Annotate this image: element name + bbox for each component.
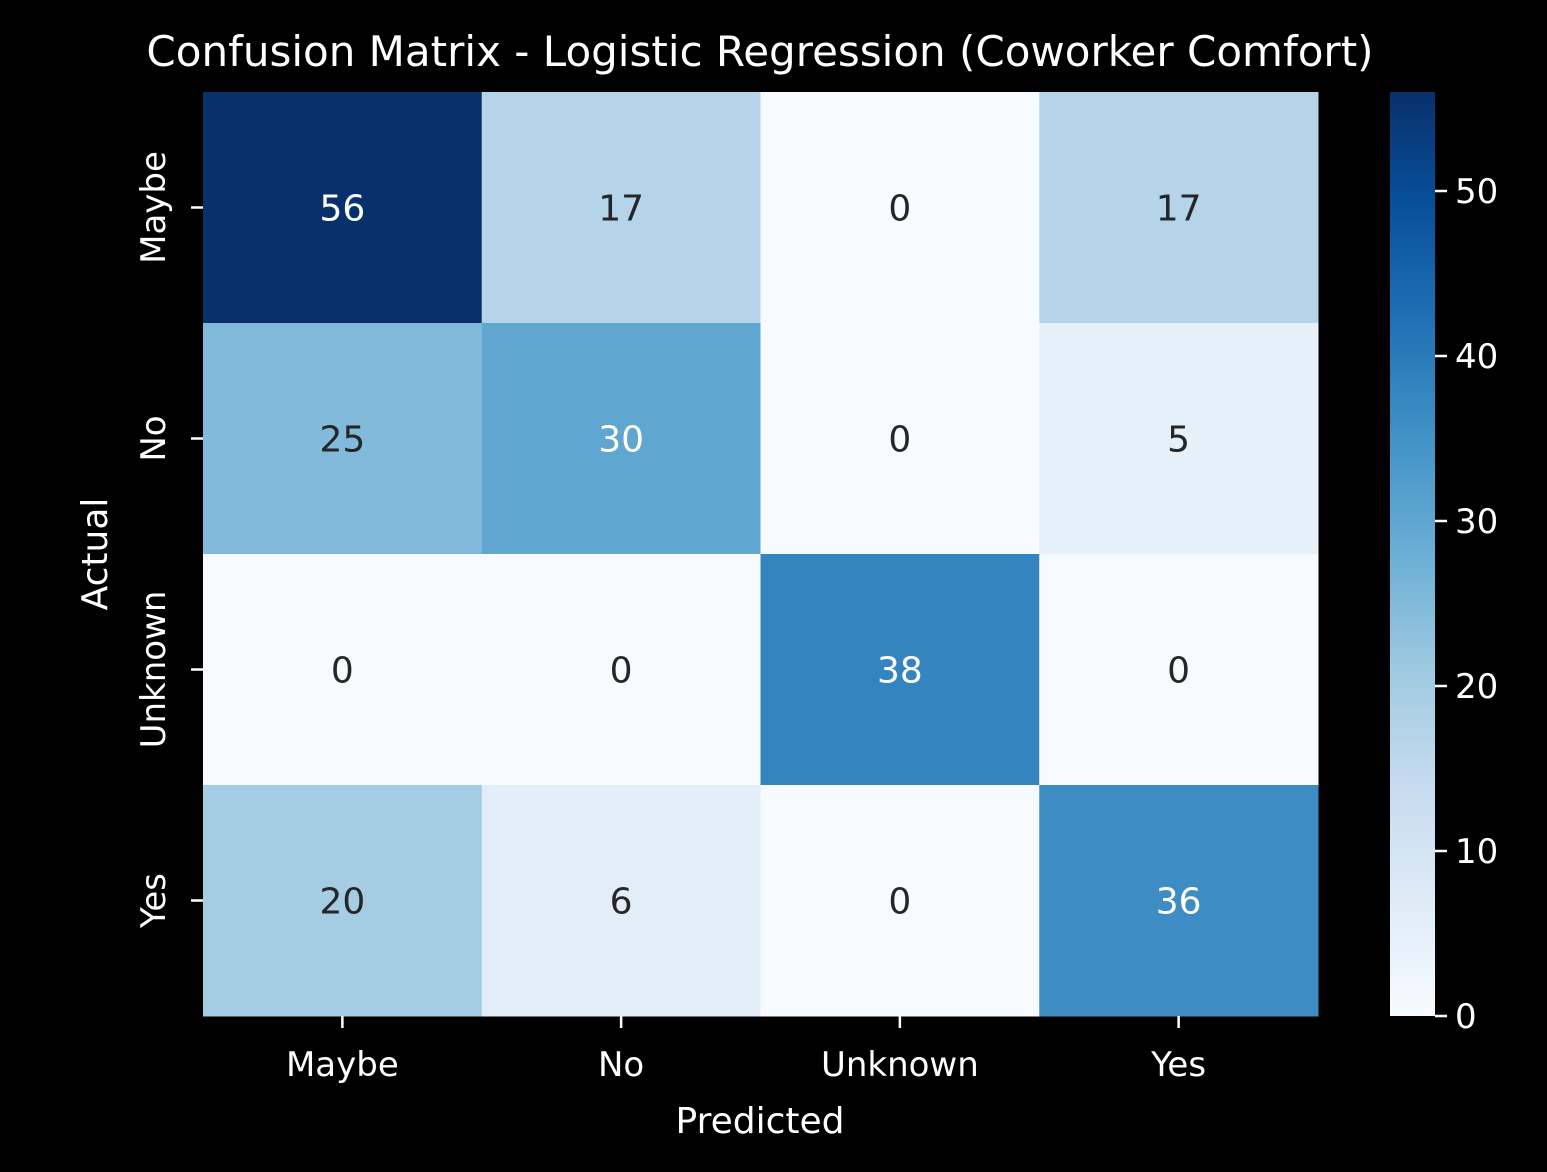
heatmap-cell — [1039, 554, 1319, 786]
colorbar-ticks: 0 10 20 30 40 50 — [1435, 172, 1498, 1037]
heatmap-cell — [203, 785, 483, 1017]
heatmap-cell-labels: 56 17 0 17 25 30 0 5 0 0 38 0 20 6 0 36 — [319, 189, 1201, 923]
heatmap-cell — [481, 92, 761, 324]
y-axis-ticks: Maybe No Unknown Yes — [134, 151, 203, 929]
colorbar-tick-label: 10 — [1455, 832, 1498, 872]
colorbar-tick-label: 0 — [1455, 997, 1477, 1037]
y-tick-label: Unknown — [134, 591, 174, 749]
heatmap-cell — [760, 323, 1040, 555]
heatmap-cell — [481, 554, 761, 786]
cell-value-label: 0 — [610, 651, 633, 692]
heatmap-cells — [203, 92, 1319, 1017]
heatmap-cell — [760, 554, 1040, 786]
cell-value-label: 5 — [1167, 420, 1190, 461]
cell-value-label: 0 — [331, 651, 354, 692]
heatmap-cell — [1039, 785, 1319, 1017]
heatmap-cell — [1039, 323, 1319, 555]
cell-value-label: 56 — [319, 189, 365, 230]
x-tick-label: Unknown — [821, 1045, 979, 1085]
cell-value-label: 0 — [1167, 651, 1190, 692]
heatmap-cell — [203, 323, 483, 555]
colorbar-tick-label: 20 — [1455, 667, 1498, 707]
heatmap-cell — [1039, 92, 1319, 324]
heatmap-cell — [481, 323, 761, 555]
heatmap-cell — [203, 554, 483, 786]
cell-value-label: 36 — [1156, 882, 1202, 923]
cell-value-label: 17 — [598, 189, 644, 230]
heatmap-cell — [760, 92, 1040, 324]
x-tick-label: Maybe — [286, 1045, 399, 1085]
x-axis-ticks: Maybe No Unknown Yes — [286, 1016, 1206, 1085]
cell-value-label: 0 — [888, 420, 911, 461]
y-tick-label: No — [134, 415, 174, 461]
heatmap-cell — [760, 785, 1040, 1017]
chart-title: Confusion Matrix - Logistic Regression (… — [146, 27, 1373, 76]
colorbar — [1390, 92, 1435, 1016]
colorbar-tick-label: 30 — [1455, 502, 1498, 542]
cell-value-label: 0 — [888, 189, 911, 230]
colorbar-tick-label: 40 — [1455, 337, 1498, 377]
cell-value-label: 20 — [319, 882, 365, 923]
y-tick-label: Maybe — [134, 151, 174, 264]
cell-value-label: 25 — [319, 420, 365, 461]
cell-value-label: 17 — [1156, 189, 1202, 230]
cell-value-label: 6 — [610, 882, 633, 923]
x-tick-label: No — [598, 1045, 644, 1085]
cell-value-label: 38 — [877, 651, 923, 692]
y-axis-label: Actual — [75, 498, 116, 611]
heatmap-cell — [203, 92, 483, 324]
cell-value-label: 0 — [888, 882, 911, 923]
cell-value-label: 30 — [598, 420, 644, 461]
y-tick-label: Yes — [134, 873, 174, 929]
x-axis-label: Predicted — [676, 1101, 845, 1142]
heatmap-cell — [481, 785, 761, 1017]
x-tick-label: Yes — [1150, 1045, 1206, 1085]
colorbar-tick-label: 50 — [1455, 172, 1498, 212]
